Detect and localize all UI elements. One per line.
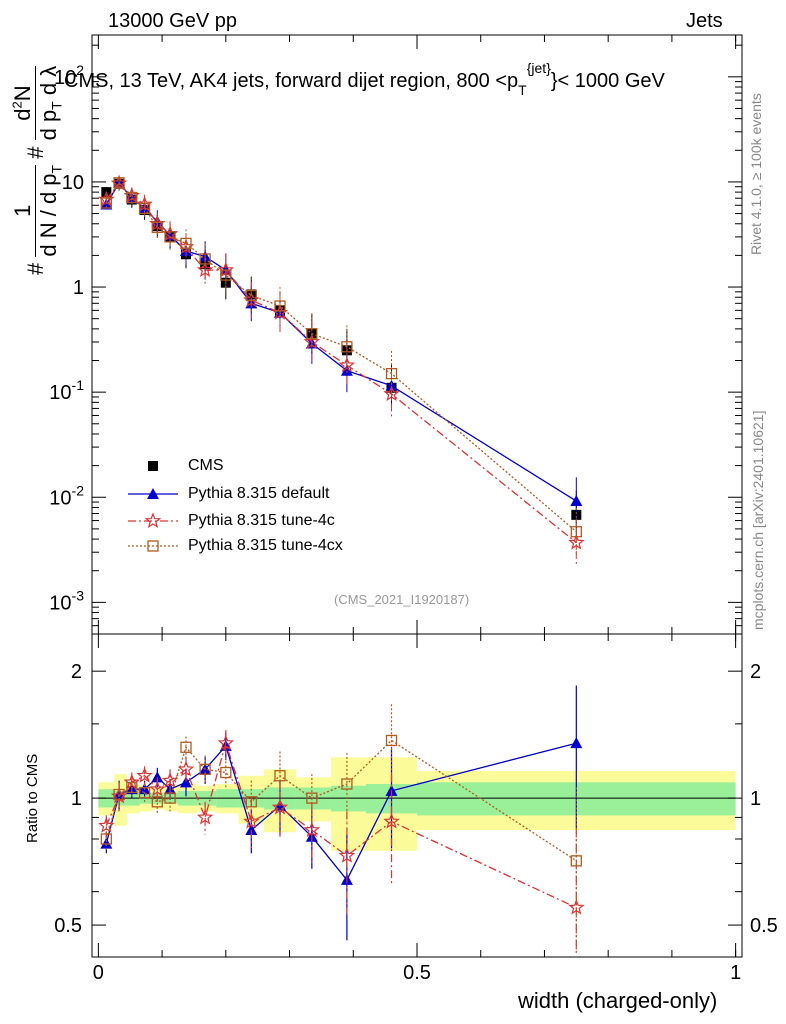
main-point-tune4cx bbox=[199, 253, 211, 265]
ratio-point-default bbox=[570, 737, 583, 749]
legend-marker-cms bbox=[148, 461, 158, 471]
ratio-point-tune4cx bbox=[274, 770, 286, 782]
main-point-tune4cx bbox=[180, 237, 192, 250]
ratio-point-tune4c bbox=[217, 734, 235, 751]
energy-label: 13000 GeV pp bbox=[108, 10, 237, 32]
main-point-tune4cx bbox=[220, 269, 232, 281]
ratio-point-tune4cx bbox=[570, 855, 582, 867]
main-point-tune4cx bbox=[245, 289, 257, 302]
ratio-point-tune4cx bbox=[126, 781, 138, 794]
main-point-tune4cx bbox=[341, 341, 353, 353]
ratio-point-tune4cx bbox=[100, 833, 112, 845]
x-tick-label: 0 bbox=[93, 962, 104, 984]
plot-title-sub: T bbox=[518, 82, 527, 98]
main-plot-frame bbox=[91, 34, 743, 635]
analysis-label: (CMS_2021_I1920187) bbox=[334, 592, 470, 607]
ratio-point-tune4cx bbox=[113, 788, 125, 801]
legend-marker-tune4cx bbox=[147, 540, 159, 552]
ratio-point-tune4cx bbox=[245, 796, 257, 808]
ratio-point-tune4cx bbox=[151, 796, 163, 808]
legend-marker-default bbox=[147, 488, 159, 499]
ratio-point-default bbox=[151, 771, 164, 783]
plot-title-main: CMS, 13 TeV, AK4 jets, forward dijet reg… bbox=[64, 70, 519, 92]
ratio-y-tick-label-right: 0.5 bbox=[750, 915, 778, 937]
ratio-point-default bbox=[100, 837, 113, 849]
ratio-y-tick-label-right: 1 bbox=[750, 788, 761, 810]
ratio-point-tune4cx bbox=[220, 766, 232, 779]
ratio-point-tune4c bbox=[271, 798, 289, 815]
ratio-y-tick-label: 2 bbox=[71, 661, 82, 683]
ratio-point-tune4c bbox=[338, 847, 356, 863]
ratio-point-tune4c bbox=[161, 772, 179, 788]
main-point-default bbox=[385, 379, 398, 391]
legend-marker-tune4c bbox=[144, 512, 162, 529]
ratio-point-tune4c bbox=[136, 767, 153, 783]
main-point-tune4cx bbox=[100, 197, 112, 209]
main-point-tune4cx bbox=[164, 231, 176, 243]
process-label: Jets bbox=[686, 10, 723, 32]
main-y-tick-label: 102 bbox=[54, 62, 84, 89]
legend-label-tune4c: Pythia 8.315 tune-4c bbox=[188, 512, 335, 529]
ratio-y-tick-label-right: 2 bbox=[750, 661, 761, 683]
main-point-tune4c bbox=[383, 385, 400, 402]
main-point-tune4cx bbox=[151, 221, 163, 233]
main-point-tune4cx bbox=[570, 526, 582, 538]
main-point-tune4cx bbox=[138, 202, 151, 215]
ratio-point-default bbox=[179, 776, 192, 788]
ratio-point-tune4c bbox=[196, 808, 214, 825]
ratio-point-tune4c bbox=[123, 773, 141, 790]
main-y-tick-label: 10-1 bbox=[49, 377, 84, 404]
main-point-tune4c bbox=[338, 356, 356, 373]
x-tick-label: 1 bbox=[730, 962, 741, 984]
ratio-y-tick-label: 0.5 bbox=[54, 915, 82, 937]
ratio-y-tick-label: 1 bbox=[71, 788, 82, 810]
ratio-point-tune4cx bbox=[199, 763, 211, 776]
ratio-point-tune4cx bbox=[164, 792, 176, 804]
main-point-tune4c bbox=[149, 215, 166, 231]
main-point-tune4c bbox=[303, 333, 321, 350]
main-point-tune4cx bbox=[306, 328, 318, 340]
main-series-line-tune4c bbox=[105, 182, 577, 544]
ratio-point-tune4cx bbox=[180, 741, 192, 753]
x-axis-title: width (charged-only) bbox=[518, 988, 718, 1013]
ratio-point-tune4cx bbox=[306, 792, 318, 804]
main-point-default bbox=[340, 364, 353, 376]
main-point-default bbox=[100, 198, 113, 210]
ratio-point-tune4c bbox=[303, 821, 321, 838]
main-point-tune4c bbox=[217, 261, 235, 278]
main-point-tune4cx bbox=[385, 367, 398, 380]
main-y-tick-label: 10-3 bbox=[49, 587, 84, 614]
ratio-point-tune4cx bbox=[341, 778, 353, 790]
ratio-point-tune4c bbox=[568, 898, 585, 915]
main-y-tick-label: 10 bbox=[62, 172, 84, 194]
x-tick-label: 0.5 bbox=[403, 962, 431, 984]
legend-label-cms: CMS bbox=[188, 457, 224, 474]
main-point-tune4cx bbox=[274, 300, 286, 312]
main-point-default bbox=[570, 495, 583, 507]
plot-title-sup: {jet} bbox=[526, 60, 551, 76]
main-y-tick-label: 10-2 bbox=[49, 482, 84, 509]
ratio-point-default bbox=[245, 824, 258, 836]
ratio-series-line-tune4cx bbox=[105, 739, 577, 862]
ratio-point-tune4c bbox=[177, 760, 195, 777]
ratio-point-tune4c bbox=[383, 812, 400, 829]
main-point-tune4cx bbox=[126, 191, 138, 204]
plot-title-end: }< 1000 GeV bbox=[550, 70, 665, 92]
legend-label-default: Pythia 8.315 default bbox=[188, 485, 330, 502]
main-y-tick-label: 1 bbox=[73, 277, 84, 299]
plot-title: CMS, 13 TeV, AK4 jets, forward dijet reg… bbox=[64, 60, 665, 98]
main-point-tune4cx bbox=[113, 177, 125, 189]
legend-label-tune4cx: Pythia 8.315 tune-4cx bbox=[188, 537, 343, 554]
ratio-point-tune4cx bbox=[385, 734, 398, 747]
main-series-line-tune4cx bbox=[105, 181, 577, 533]
ratio-point-tune4cx bbox=[138, 787, 151, 799]
ratio-point-tune4c bbox=[243, 812, 260, 829]
